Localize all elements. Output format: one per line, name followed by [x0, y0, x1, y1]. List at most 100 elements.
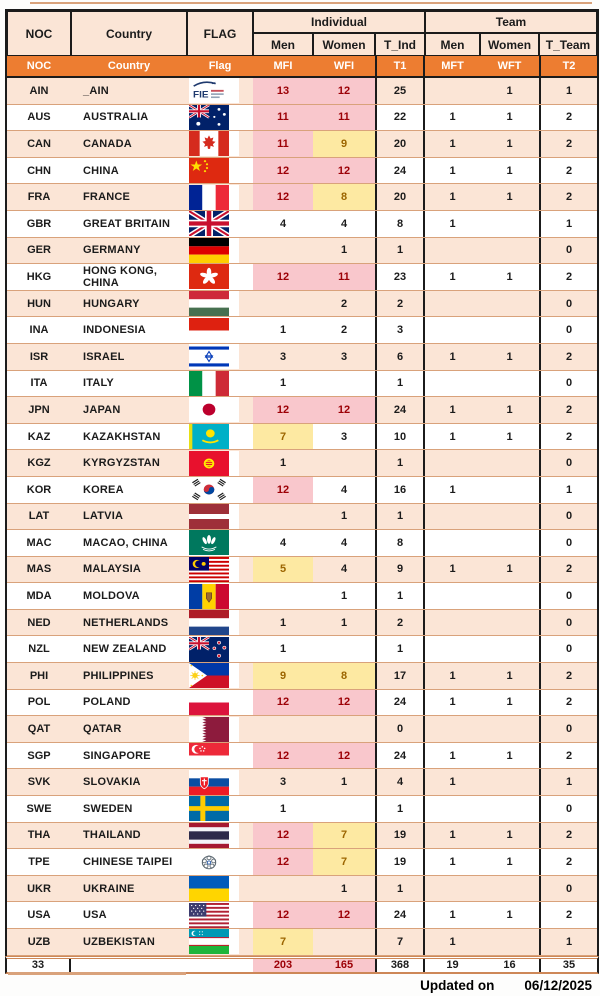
cell-flag [187, 743, 253, 769]
header-team-women: Women [480, 33, 539, 56]
cell-mft [425, 238, 480, 264]
cell-country: SINGAPORE [83, 749, 151, 762]
cell-noc: ITA [30, 377, 48, 390]
cell-t1: 1 [375, 237, 425, 264]
cell-wfi: 1 [340, 590, 348, 603]
flag-philippines-icon [189, 663, 239, 689]
cell-t1: 23 [375, 264, 425, 290]
cell-wfi: 7 [313, 849, 375, 875]
cell-noc: NED [27, 616, 51, 629]
cell-wfi: 1 [340, 616, 348, 629]
table-row-ger: GER GERMANY 1 1 0 [7, 237, 597, 265]
cell-t1: 25 [375, 78, 425, 104]
cell-t1: 16 [375, 476, 425, 503]
total-t1: 368 [375, 958, 425, 972]
total-wft: 16 [503, 959, 516, 972]
cell-wft: 1 [506, 563, 513, 576]
cell-wft: 1 [506, 403, 513, 416]
cell-wfi: 12 [313, 742, 375, 769]
cell-t2: 2 [539, 822, 597, 849]
cell-t2: 1 [539, 929, 597, 955]
code-header-wfi: WFI [313, 56, 375, 76]
code-header-mft: MFT [425, 56, 480, 76]
svg-text:FIE: FIE [193, 90, 209, 101]
cell-wft [480, 610, 539, 636]
cell-noc: ISR [29, 350, 49, 363]
cell-flag: FIE [187, 78, 253, 104]
cell-country: POLAND [83, 696, 131, 709]
flag-slovakia-icon [189, 769, 239, 795]
cell-mft: 1 [449, 350, 456, 363]
cell-country: GERMANY [83, 244, 141, 257]
header-team-men: Men [425, 33, 480, 56]
cell-mft [425, 636, 480, 662]
cell-noc: UKR [27, 882, 51, 895]
flag-italy-icon [189, 370, 239, 396]
cell-mft: 1 [449, 909, 456, 922]
table-row-kor: KOR KOREA 12 4 16 1 1 [7, 476, 597, 504]
flag-macao-icon [189, 530, 239, 556]
cell-mft: 1 [449, 217, 456, 230]
header-t-team: T_Team [539, 33, 597, 56]
cell-noc: INA [29, 324, 49, 337]
cell-t1: 24 [375, 742, 425, 769]
cell-mft: 1 [449, 164, 456, 177]
cell-country: PHILIPPINES [83, 669, 154, 682]
cell-mft: 1 [449, 696, 456, 709]
header-t-ind: T_Ind [375, 33, 425, 56]
cell-wfi: 1 [340, 510, 348, 523]
cell-t2: 0 [539, 503, 597, 530]
cell-mfi: 7 [253, 929, 313, 955]
cell-mfi: 9 [253, 663, 313, 689]
cell-country: KOREA [83, 483, 124, 496]
cell-mft: 1 [449, 829, 456, 842]
cell-wft [480, 291, 539, 317]
cell-country: FRANCE [83, 191, 131, 204]
cell-country: MALAYSIA [83, 563, 142, 576]
cell-wfi: 2 [340, 297, 348, 310]
cell-t1: 1 [375, 503, 425, 530]
cell-wfi: 12 [313, 78, 375, 104]
cell-wft: 1 [506, 430, 513, 443]
cell-mft: 1 [449, 137, 456, 150]
cell-wfi: 8 [313, 184, 375, 210]
table-row-aus: AUS AUSTRALIA 11 11 22 1 1 2 [7, 104, 597, 132]
cell-wft: 1 [506, 669, 513, 682]
cell-mft: 1 [449, 749, 456, 762]
cell-flag [187, 477, 253, 503]
table-row-tpe: TPE CHINESE TAIPEI 12 7 19 1 1 2 [7, 849, 597, 876]
cell-t2: 0 [539, 716, 597, 742]
cell-wft: 1 [506, 696, 513, 709]
cell-wfi: 3 [340, 430, 348, 443]
cell-wft [480, 716, 539, 742]
code-header-noc: NOC [7, 56, 71, 76]
code-header-wft: WFT [480, 56, 539, 76]
code-header-mfi: MFI [253, 56, 313, 76]
table-row-kgz: KGZ KYRGYZSTAN 1 1 0 [7, 450, 597, 477]
cell-t2: 0 [539, 317, 597, 343]
cell-noc: MAC [26, 536, 52, 549]
cell-flag [187, 344, 253, 370]
cell-mfi: 1 [279, 324, 287, 337]
table-row-uzb: UZB UZBEKISTAN 7 7 1 1 [7, 929, 597, 956]
cell-t1: 2 [375, 290, 425, 317]
header-group-individual: Individual [253, 11, 425, 33]
flag-sweden-icon [189, 796, 239, 822]
cell-wft [480, 477, 539, 503]
cell-t2: 0 [539, 450, 597, 476]
cell-t2: 0 [539, 530, 597, 556]
cell-mfi: 12 [253, 476, 313, 503]
cell-wft [480, 530, 539, 556]
cell-mft: 1 [449, 563, 456, 576]
cell-mft [425, 450, 480, 476]
cell-t2: 0 [539, 636, 597, 663]
cell-t2: 0 [539, 796, 597, 822]
cell-t1: 6 [375, 343, 425, 370]
cell-t1: 10 [375, 423, 425, 450]
flag-new-zealand-icon [189, 636, 239, 662]
cell-wft: 1 [506, 749, 513, 762]
cell-t1: 8 [375, 530, 425, 556]
flag-china-icon [189, 158, 239, 184]
cell-mft: 1 [449, 191, 456, 204]
flag-germany-icon [189, 237, 239, 263]
